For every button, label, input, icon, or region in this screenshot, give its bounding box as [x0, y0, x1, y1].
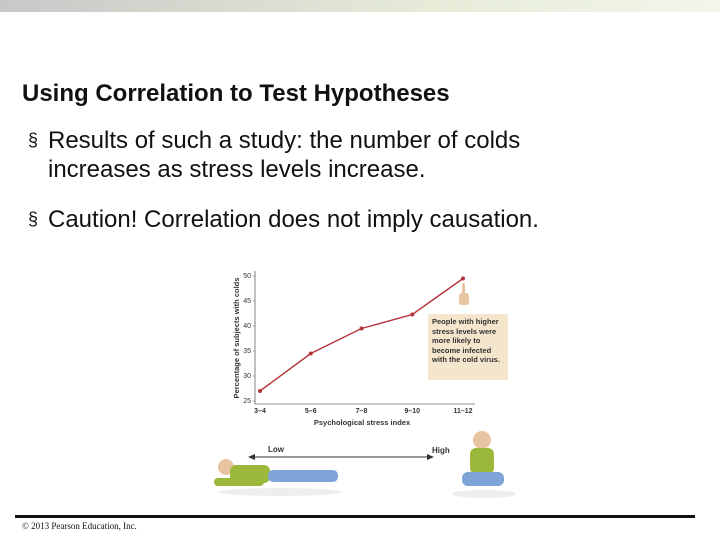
bullet: Caution! Correlation does not imply caus… — [28, 205, 608, 234]
y-tick-label: 30 — [243, 373, 251, 380]
y-tick-label: 35 — [243, 348, 251, 355]
pointing-hand — [459, 283, 469, 305]
x-tick-label: 9–10 — [404, 408, 420, 415]
high-label: High — [432, 446, 450, 455]
x-tick-label: 3–4 — [254, 408, 266, 415]
y-tick-label: 25 — [243, 398, 251, 405]
stressed-person — [452, 431, 516, 498]
y-tick-label: 40 — [243, 323, 251, 330]
arrow-head — [248, 454, 255, 460]
x-tick-label: 5–6 — [305, 408, 317, 415]
top-band — [0, 0, 720, 12]
data-point — [461, 276, 465, 281]
x-axis-label: Psychological stress index — [314, 418, 411, 427]
low-label: Low — [268, 445, 285, 454]
x-tick-label: 7–8 — [356, 408, 368, 415]
annotation: People with higher stress levels were mo… — [428, 314, 508, 380]
data-point — [359, 326, 364, 331]
x-tick-label: 11–12 — [453, 408, 472, 415]
relaxed-person — [214, 459, 342, 496]
footer-rule — [15, 515, 695, 518]
y-axis-label: Percentage of subjects with colds — [232, 278, 241, 399]
footer: © 2013 Pearson Education, Inc. — [22, 521, 137, 531]
data-point — [308, 351, 313, 356]
arrow-head — [427, 454, 434, 460]
y-tick-label: 45 — [243, 298, 251, 305]
data-point — [258, 389, 262, 393]
bullet: Results of such a study: the number of c… — [28, 126, 608, 184]
slide-title: Using Correlation to Test Hypotheses — [22, 80, 450, 107]
data-point — [410, 312, 415, 317]
y-tick-label: 50 — [243, 273, 251, 280]
